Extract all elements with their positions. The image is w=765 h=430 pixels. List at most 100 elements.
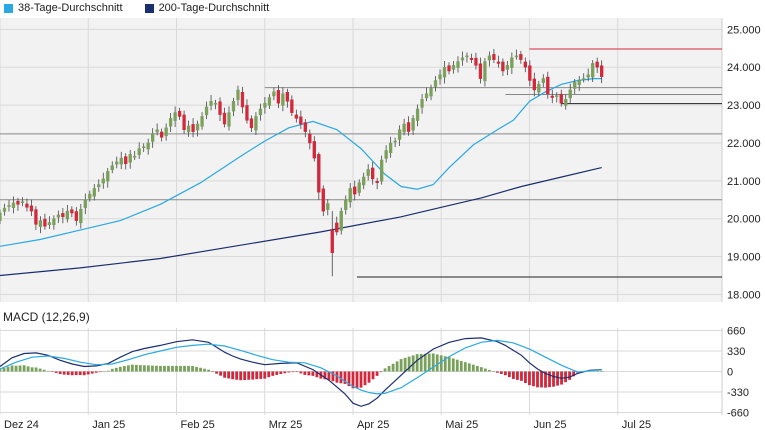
macd-histogram-bar xyxy=(26,366,30,372)
time-tick-label: Jul 25 xyxy=(622,419,651,430)
candle-up xyxy=(142,143,146,153)
macd-histogram-bar xyxy=(155,365,158,372)
macd-histogram-bar xyxy=(106,370,110,372)
candle-body xyxy=(447,65,451,72)
macd-histogram-bar xyxy=(159,365,162,372)
time-tick-label: Dez 24 xyxy=(4,419,39,430)
macd-histogram-bar xyxy=(2,367,6,372)
macd-histogram-bar xyxy=(279,371,283,374)
candle-body xyxy=(92,188,96,197)
candle-down xyxy=(16,197,20,211)
candle-body xyxy=(362,176,366,186)
macd-histogram-bar xyxy=(435,354,439,372)
candle-up xyxy=(195,120,200,137)
candle-up xyxy=(281,87,285,112)
candle-up xyxy=(236,85,240,106)
candle-body xyxy=(317,154,321,193)
candle-body xyxy=(128,154,132,163)
legend-swatch-ma200 xyxy=(144,3,154,13)
macd-histogram-bar xyxy=(18,365,22,372)
candle-up xyxy=(88,190,92,202)
macd-histogram-bar xyxy=(351,371,355,389)
macd-histogram-bar xyxy=(98,371,102,373)
candle-body xyxy=(290,99,294,113)
candle-body xyxy=(442,66,447,78)
macd-histogram-bar xyxy=(407,356,411,372)
macd-histogram-bar xyxy=(126,365,130,372)
macd-tick-label: -330 xyxy=(727,387,749,399)
macd-histogram-bar xyxy=(90,371,94,374)
candle-up xyxy=(92,184,96,201)
candle-up xyxy=(505,60,510,76)
legend-item-ma38[interactable]: 38-Tage-Durchschnitt xyxy=(4,2,123,14)
candle-up xyxy=(380,155,384,185)
macd-histogram-bar xyxy=(299,371,303,374)
macd-histogram-bar xyxy=(548,371,551,388)
candle-up xyxy=(438,69,442,85)
candle-up xyxy=(433,76,438,92)
macd-histogram-bar xyxy=(195,366,198,372)
macd-histogram-bar xyxy=(118,366,122,372)
candle-up xyxy=(106,167,110,188)
candle-body xyxy=(371,167,375,180)
macd-histogram-bar xyxy=(134,364,138,372)
candle-down xyxy=(245,99,249,124)
candle-down xyxy=(303,119,307,138)
legend-item-ma200[interactable]: 200-Tage-Durchschnitt xyxy=(144,2,269,14)
macd-histogram-bar xyxy=(371,371,375,380)
candle-body xyxy=(209,101,213,106)
candle-body xyxy=(115,161,119,165)
macd-tick-label: 0 xyxy=(727,367,733,379)
candle-body xyxy=(11,202,16,208)
candle-up xyxy=(263,96,267,114)
macd-histogram-bar xyxy=(167,365,170,372)
candle-body xyxy=(330,229,334,254)
macd-histogram-bar xyxy=(343,371,347,384)
macd-histogram-bar xyxy=(46,370,50,372)
candle-body xyxy=(591,63,595,78)
macd-histogram-bar xyxy=(58,371,62,374)
macd-histogram-bar xyxy=(443,356,447,372)
candle-down xyxy=(523,57,527,73)
macd-histogram-bar xyxy=(62,371,66,375)
macd-histogram-bar xyxy=(187,365,190,372)
macd-histogram-bar xyxy=(263,371,267,379)
time-tick-label: Mrz 25 xyxy=(269,419,303,430)
candle-body xyxy=(555,95,559,97)
candle-up xyxy=(97,179,101,192)
macd-histogram-bar xyxy=(339,371,343,384)
candle-body xyxy=(263,102,267,108)
candle-body xyxy=(415,108,420,121)
macd-histogram-bar xyxy=(516,371,519,380)
macd-histogram-bar xyxy=(86,371,90,375)
candle-body xyxy=(0,212,2,221)
candle-up xyxy=(2,203,7,216)
macd-histogram-bar xyxy=(171,365,174,372)
candle-body xyxy=(303,122,307,132)
macd-histogram-bar xyxy=(556,371,559,386)
candle-body xyxy=(460,57,465,61)
candle-body xyxy=(227,112,231,127)
candle-body xyxy=(164,127,168,137)
macd-histogram-bar xyxy=(508,371,511,378)
candle-up xyxy=(451,60,456,74)
candle-body xyxy=(523,61,527,68)
candle-up xyxy=(209,95,213,111)
candle-up xyxy=(38,216,43,234)
time-tick-label: Jan 25 xyxy=(92,419,125,430)
candle-up xyxy=(568,83,572,103)
candle-down xyxy=(474,52,478,70)
candle-body xyxy=(505,65,510,70)
macd-histogram-bar xyxy=(375,371,379,376)
macd-histogram-bar xyxy=(399,359,403,372)
macd-histogram-bar xyxy=(199,367,202,372)
candle-up xyxy=(83,193,87,215)
candle-body xyxy=(474,57,478,66)
candle-body xyxy=(159,131,164,138)
macd-histogram-bar xyxy=(520,371,523,381)
candle-up xyxy=(357,179,361,196)
candle-up xyxy=(537,80,541,96)
macd-histogram-bar xyxy=(600,371,604,372)
candle-down xyxy=(600,60,604,84)
candle-down xyxy=(371,161,375,185)
